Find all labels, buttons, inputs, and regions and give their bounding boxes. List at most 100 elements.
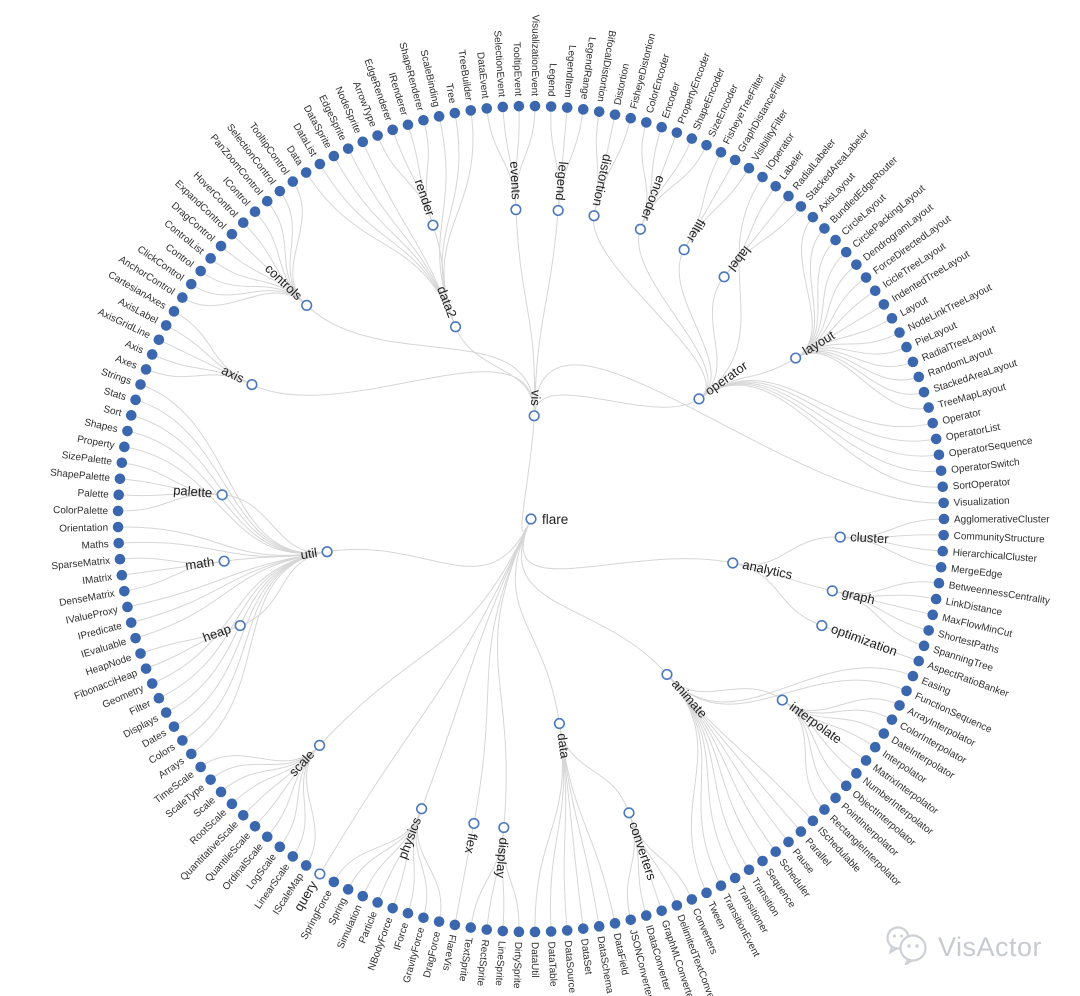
tree-leaf-dot[interactable] bbox=[160, 320, 172, 331]
tree-leaf-dot[interactable] bbox=[513, 100, 525, 112]
tree-leaf-dot[interactable] bbox=[840, 780, 852, 792]
tree-leaf-dot[interactable] bbox=[195, 265, 207, 277]
tree-leaf-dot[interactable] bbox=[869, 741, 881, 753]
tree-branch-node[interactable] bbox=[727, 557, 739, 569]
tree-leaf-dot[interactable] bbox=[656, 121, 667, 133]
tree-leaf-dot[interactable] bbox=[918, 640, 930, 652]
tree-leaf-dot[interactable] bbox=[851, 259, 862, 270]
tree-branch-node[interactable] bbox=[301, 299, 313, 311]
tree-leaf-dot[interactable] bbox=[328, 876, 340, 888]
tree-leaf-dot[interactable] bbox=[357, 890, 369, 902]
tree-leaf-dot[interactable] bbox=[729, 872, 741, 884]
tree-leaf-dot[interactable] bbox=[807, 211, 819, 223]
tree-leaf-dot[interactable] bbox=[113, 489, 125, 501]
tree-leaf-dot[interactable] bbox=[715, 880, 727, 891]
tree-leaf-dot[interactable] bbox=[937, 481, 949, 493]
tree-leaf-dot[interactable] bbox=[878, 728, 890, 739]
tree-leaf-dot[interactable] bbox=[593, 106, 605, 117]
tree-leaf-dot[interactable] bbox=[185, 748, 197, 760]
tree-leaf-dot[interactable] bbox=[140, 364, 152, 375]
tree-leaf-dot[interactable] bbox=[860, 272, 872, 283]
tree-branch-node[interactable] bbox=[588, 210, 600, 222]
tree-leaf-dot[interactable] bbox=[894, 700, 905, 711]
tree-leaf-dot[interactable] bbox=[168, 721, 180, 732]
tree-leaf-dot[interactable] bbox=[545, 926, 557, 937]
tree-branch-node[interactable] bbox=[634, 223, 647, 235]
tree-leaf-dot[interactable] bbox=[577, 104, 589, 115]
tree-leaf-dot[interactable] bbox=[130, 632, 141, 644]
tree-leaf-dot[interactable] bbox=[819, 804, 830, 815]
tree-leaf-dot[interactable] bbox=[913, 371, 925, 383]
tree-branch-node[interactable] bbox=[834, 531, 846, 543]
tree-leaf-dot[interactable] bbox=[671, 127, 683, 138]
tree-leaf-dot[interactable] bbox=[185, 278, 197, 290]
tree-leaf-dot[interactable] bbox=[177, 292, 188, 303]
tree-leaf-dot[interactable] bbox=[481, 103, 493, 114]
tree-leaf-dot[interactable] bbox=[561, 102, 573, 113]
tree-branch-node[interactable] bbox=[678, 244, 690, 256]
tree-leaf-dot[interactable] bbox=[433, 111, 445, 122]
tree-leaf-dot[interactable] bbox=[770, 846, 782, 857]
tree-leaf-dot[interactable] bbox=[130, 394, 141, 406]
tree-leaf-dot[interactable] bbox=[387, 124, 398, 136]
tree-leaf-dot[interactable] bbox=[116, 569, 128, 581]
tree-leaf-dot[interactable] bbox=[625, 112, 637, 124]
tree-leaf-dot[interactable] bbox=[609, 918, 621, 929]
tree-leaf-dot[interactable] bbox=[465, 105, 477, 116]
tree-leaf-dot[interactable] bbox=[757, 171, 768, 183]
tree-branch-node[interactable] bbox=[498, 821, 510, 834]
tree-leaf-dot[interactable] bbox=[402, 907, 414, 919]
tree-branch-node[interactable] bbox=[321, 546, 333, 558]
tree-leaf-dot[interactable] bbox=[715, 147, 727, 158]
tree-leaf-dot[interactable] bbox=[686, 133, 698, 144]
tree-leaf-dot[interactable] bbox=[177, 735, 188, 746]
tree-leaf-dot[interactable] bbox=[686, 894, 698, 905]
tree-leaf-dot[interactable] bbox=[249, 206, 261, 218]
tree-branch-node[interactable] bbox=[218, 555, 230, 567]
tree-leaf-dot[interactable] bbox=[418, 114, 429, 126]
tree-leaf-dot[interactable] bbox=[342, 143, 354, 154]
tree-leaf-dot[interactable] bbox=[886, 714, 898, 725]
tree-leaf-dot[interactable] bbox=[215, 240, 227, 252]
tree-leaf-dot[interactable] bbox=[641, 910, 652, 921]
tree-leaf-dot[interactable] bbox=[625, 914, 637, 926]
tree-leaf-dot[interactable] bbox=[205, 253, 216, 264]
tree-leaf-dot[interactable] bbox=[513, 926, 525, 938]
tree-leaf-dot[interactable] bbox=[135, 379, 146, 390]
tree-branch-node[interactable] bbox=[718, 271, 730, 283]
tree-leaf-dot[interactable] bbox=[743, 162, 755, 174]
tree-leaf-dot[interactable] bbox=[930, 593, 942, 605]
tree-leaf-dot[interactable] bbox=[545, 101, 557, 112]
tree-leaf-dot[interactable] bbox=[927, 609, 939, 621]
tree-branch-node[interactable] bbox=[528, 410, 540, 422]
tree-leaf-dot[interactable] bbox=[927, 417, 939, 429]
tree-leaf-dot[interactable] bbox=[372, 897, 383, 908]
tree-branch-node[interactable] bbox=[661, 668, 673, 681]
tree-leaf-dot[interactable] bbox=[577, 923, 589, 934]
tree-leaf-dot[interactable] bbox=[146, 678, 158, 689]
tree-leaf-dot[interactable] bbox=[116, 457, 128, 469]
tree-leaf-dot[interactable] bbox=[830, 234, 841, 246]
tree-leaf-dot[interactable] bbox=[783, 190, 794, 202]
tree-leaf-dot[interactable] bbox=[261, 195, 273, 207]
tree-leaf-dot[interactable] bbox=[609, 109, 621, 120]
tree-branch-node[interactable] bbox=[216, 489, 228, 501]
tree-leaf-dot[interactable] bbox=[729, 154, 741, 166]
tree-branch-node[interactable] bbox=[776, 694, 788, 706]
tree-leaf-dot[interactable] bbox=[125, 410, 137, 421]
tree-leaf-dot[interactable] bbox=[465, 922, 477, 933]
tree-leaf-dot[interactable] bbox=[433, 916, 445, 927]
tree-leaf-dot[interactable] bbox=[886, 313, 898, 324]
tree-leaf-dot[interactable] bbox=[840, 246, 852, 258]
tree-leaf-dot[interactable] bbox=[656, 905, 667, 917]
tree-leaf-dot[interactable] bbox=[140, 663, 152, 674]
tree-leaf-dot[interactable] bbox=[114, 473, 126, 485]
tree-leaf-dot[interactable] bbox=[819, 223, 830, 234]
tree-leaf-dot[interactable] bbox=[160, 707, 172, 718]
tree-leaf-dot[interactable] bbox=[195, 761, 207, 773]
tree-leaf-dot[interactable] bbox=[795, 201, 807, 212]
tree-leaf-dot[interactable] bbox=[869, 285, 881, 297]
tree-branch-node[interactable] bbox=[510, 204, 522, 216]
tree-branch-node[interactable] bbox=[693, 393, 705, 405]
tree-leaf-dot[interactable] bbox=[529, 100, 541, 112]
